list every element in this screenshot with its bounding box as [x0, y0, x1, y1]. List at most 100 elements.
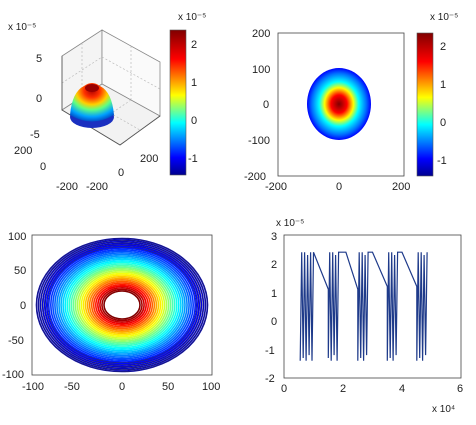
line-x-exponent-label: x 10⁴ — [432, 404, 455, 415]
heatmap-colorbar-tick: 0 — [440, 117, 446, 129]
surface-y-tick: 200 — [140, 153, 158, 165]
surface-z-tick: 0 — [36, 93, 42, 105]
contour-line — [92, 282, 152, 328]
contour-line — [62, 258, 182, 352]
contour-line — [80, 272, 164, 338]
contour-line — [82, 274, 162, 336]
surface-z-tick: -5 — [30, 129, 40, 141]
surface-y-axis — [119, 115, 161, 146]
contour-x-tick: -100 — [22, 381, 44, 393]
contour-line — [76, 269, 168, 341]
surface-colorbar-exponent-label: x 10⁻⁵ — [178, 12, 206, 23]
heatmap-x-tick: 0 — [336, 181, 342, 193]
surface-exponent-label: x 10⁻⁵ — [8, 22, 36, 33]
contour-line — [52, 250, 192, 360]
heatmap-colorbar-tick: 2 — [440, 41, 446, 53]
surface-colorbar-tick: 2 — [191, 39, 197, 51]
line-y-tick: 0 — [271, 316, 277, 328]
contour-line — [70, 264, 174, 346]
contour-line — [45, 245, 199, 365]
contour-line — [97, 285, 147, 325]
surface-dome — [70, 83, 114, 128]
contour-line — [72, 266, 172, 344]
line-y-tick: 2 — [271, 259, 277, 271]
contour-line — [39, 240, 205, 370]
contour-line — [95, 283, 149, 327]
line-panel: x 10⁻⁵ 3 2 1 0 -1 -2 0 2 4 6 x 10⁴ — [265, 218, 463, 415]
heatmap-disk — [307, 68, 371, 140]
contour-line — [99, 287, 145, 323]
contour-line — [50, 248, 194, 362]
heatmap-colorbar — [416, 32, 434, 177]
contour-y-tick: -100 — [2, 369, 24, 381]
contour-line — [74, 267, 170, 343]
surface-x-tick: 200 — [14, 145, 32, 157]
heatmap-y-tick: -100 — [248, 135, 270, 147]
contour-line — [41, 242, 203, 368]
line-y-tick: -1 — [265, 345, 275, 357]
surface-x-tick: 0 — [40, 161, 46, 173]
contour-line — [38, 239, 206, 371]
contour-x-tick: 0 — [119, 381, 125, 393]
contour-line — [103, 290, 141, 320]
heatmap-panel: 200 100 0 -100 -200 -200 0 200 x 10⁻⁵ 2 … — [244, 12, 458, 193]
contour-line — [56, 253, 188, 357]
contour-x-tick: -50 — [64, 381, 80, 393]
surface-y-tick: 0 — [118, 167, 124, 179]
contour-x-tick: 50 — [162, 381, 174, 393]
contour-line — [86, 277, 158, 333]
surface-panel: x 10⁻⁵ 5 0 -5 200 0 -200 -200 0 200 — [8, 12, 206, 193]
contour-y-tick: 50 — [14, 265, 26, 277]
heatmap-colorbar-tick: -1 — [437, 155, 447, 167]
heatmap-y-tick: 0 — [263, 99, 269, 111]
contour-line — [101, 288, 143, 322]
surface-z-tick: 5 — [36, 53, 42, 65]
contour-line — [47, 247, 197, 363]
heatmap-x-tick: 200 — [392, 181, 410, 193]
surface-x-tick: -200 — [56, 181, 78, 193]
line-series — [299, 251, 428, 361]
heatmap-y-tick: 200 — [252, 28, 270, 40]
contour-line — [60, 256, 184, 354]
contour-y-tick: -50 — [8, 335, 24, 347]
contour-y-tick: 100 — [8, 231, 26, 243]
contour-rings — [35, 237, 209, 373]
contour-line — [45, 245, 199, 365]
line-y-tick: -2 — [265, 373, 275, 385]
contour-line — [42, 243, 202, 367]
heatmap-colorbar-exponent-label: x 10⁻⁵ — [430, 12, 458, 23]
contour-x-tick: 100 — [202, 381, 220, 393]
contour-line — [78, 271, 166, 339]
line-x-tick: 4 — [399, 383, 405, 395]
heatmap-colorbar-tick: 1 — [440, 79, 446, 91]
line-x-tick: 0 — [281, 383, 287, 395]
contour-line — [43, 244, 201, 366]
heatmap-x-tick: -200 — [265, 181, 287, 193]
contour-line — [90, 280, 154, 330]
surface-colorbar — [169, 29, 187, 176]
surface-colorbar-tick: 0 — [191, 115, 197, 127]
heatmap-y-tick: 100 — [252, 64, 270, 76]
contour-line — [88, 279, 156, 331]
line-y-exponent-label: x 10⁻⁵ — [276, 218, 304, 229]
line-y-tick: 1 — [271, 288, 277, 300]
line-x-tick: 2 — [340, 383, 346, 395]
contour-line — [40, 241, 204, 369]
contour-panel: 100 50 0 -50 -100 -100 -50 0 50 100 — [2, 231, 220, 393]
contour-line — [68, 263, 176, 347]
contour-line — [58, 255, 186, 355]
contour-line — [64, 259, 180, 351]
contour-line — [84, 275, 160, 335]
contour-line — [47, 246, 197, 364]
heatmap-y-tick: -200 — [244, 171, 266, 183]
contour-y-tick: 0 — [20, 300, 26, 312]
surface-colorbar-tick: 1 — [191, 77, 197, 89]
contour-line — [36, 238, 208, 372]
surface-y-tick: -200 — [86, 181, 108, 193]
surface-colorbar-tick: -1 — [188, 153, 198, 165]
contour-line — [66, 261, 178, 349]
line-x-tick: 6 — [457, 383, 463, 395]
surface-grid-line — [101, 56, 161, 90]
line-y-tick: 3 — [271, 231, 277, 243]
